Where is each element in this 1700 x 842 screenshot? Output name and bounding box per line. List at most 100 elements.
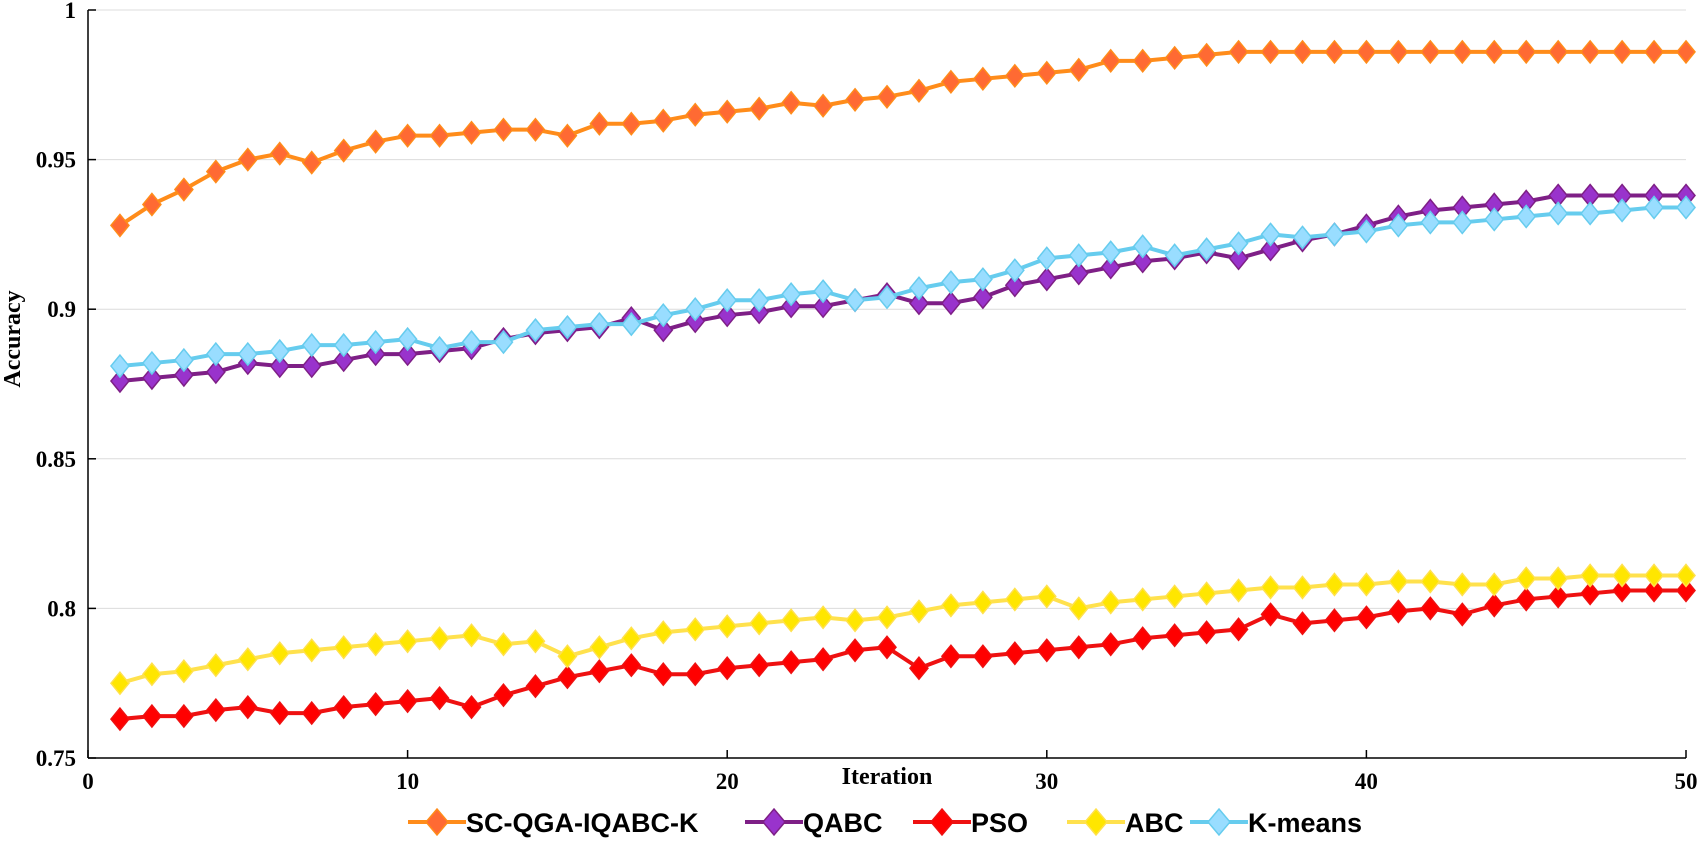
series-3-point-32 xyxy=(1132,587,1153,612)
y-axis-label: Accuracy xyxy=(0,290,26,387)
series-2-point-13 xyxy=(525,674,546,699)
series-1-point-28 xyxy=(1004,273,1025,298)
series-4-point-31 xyxy=(1100,240,1121,265)
series-0-point-27 xyxy=(972,66,993,92)
series-2-point-12 xyxy=(493,682,514,708)
series-3-point-0 xyxy=(109,671,130,696)
series-2-point-15 xyxy=(589,659,610,684)
legend: SC-QGA-IQABC-K QABC PSO ABC K-means xyxy=(408,807,1362,838)
series-0-point-6 xyxy=(301,150,322,175)
series-3-point-37 xyxy=(1292,575,1313,600)
series-0-point-39 xyxy=(1356,39,1377,65)
series-0-point-3 xyxy=(205,159,226,184)
series-2-point-5 xyxy=(269,700,290,726)
x-tick-label-3: 30 xyxy=(1035,769,1058,794)
series-3-point-46 xyxy=(1580,563,1601,588)
series-0-point-49 xyxy=(1676,39,1696,65)
series-0-point-31 xyxy=(1100,48,1121,74)
series-1-point-6 xyxy=(301,353,322,379)
series-4-point-38 xyxy=(1324,222,1345,247)
series-3-point-47 xyxy=(1612,563,1633,588)
series-4-point-46 xyxy=(1580,201,1601,226)
series-4-point-2 xyxy=(173,347,194,373)
series-1-point-5 xyxy=(269,353,290,379)
series-4-point-48 xyxy=(1644,195,1665,220)
series-2-point-48 xyxy=(1644,578,1665,603)
series-0-point-12 xyxy=(493,117,514,142)
series-1-point-9 xyxy=(397,341,418,367)
series-3-point-4 xyxy=(237,647,258,672)
series-line-0 xyxy=(118,49,1686,228)
series-1-point-35 xyxy=(1228,246,1249,271)
series-0-point-25 xyxy=(908,78,929,103)
series-1-point-7 xyxy=(333,347,354,373)
series-2-point-41 xyxy=(1420,596,1441,621)
series-4-point-26 xyxy=(940,270,961,295)
series-3-point-44 xyxy=(1516,566,1537,591)
series-2-point-17 xyxy=(653,662,674,687)
series-2-point-29 xyxy=(1036,638,1057,663)
legend-entry-2: PSO xyxy=(913,807,1028,838)
series-2-point-9 xyxy=(397,688,418,714)
series-4-point-43 xyxy=(1484,207,1505,232)
series-2-point-40 xyxy=(1388,599,1409,624)
series-3-point-34 xyxy=(1196,581,1217,606)
series-1-point-36 xyxy=(1260,237,1281,262)
series-4-point-23 xyxy=(845,288,866,313)
series-3-point-43 xyxy=(1484,572,1505,597)
series-4-point-8 xyxy=(365,329,386,355)
series-3-point-27 xyxy=(972,590,993,615)
series-4-point-5 xyxy=(269,338,290,364)
y-tick-label-5: 1 xyxy=(65,0,77,23)
series-3-point-15 xyxy=(589,635,610,660)
series-4-point-20 xyxy=(749,288,770,313)
series-2-point-21 xyxy=(781,650,802,675)
series-4-point-47 xyxy=(1612,198,1633,223)
legend-marker-1 xyxy=(762,807,786,837)
series-4-point-41 xyxy=(1420,210,1441,235)
series-0-point-2 xyxy=(173,177,194,202)
x-axis-label: Iteration xyxy=(842,764,933,790)
series-3-point-26 xyxy=(940,593,961,618)
series-2-point-10 xyxy=(429,685,450,711)
series-0-point-19 xyxy=(717,99,738,124)
series-2-point-1 xyxy=(141,703,162,729)
series-3-point-8 xyxy=(365,632,386,657)
series-4-point-39 xyxy=(1356,219,1377,244)
series-3-point-6 xyxy=(301,638,322,663)
series-0-point-20 xyxy=(749,96,770,121)
axes xyxy=(87,9,1687,759)
series-4-point-24 xyxy=(877,285,897,310)
series-3-point-21 xyxy=(781,608,802,633)
series-3 xyxy=(109,563,1696,696)
series-0-point-18 xyxy=(685,102,706,127)
series-4-point-45 xyxy=(1548,201,1569,226)
series-line-4 xyxy=(119,205,1686,369)
series-1 xyxy=(109,183,1696,394)
series-1-point-19 xyxy=(717,302,738,328)
series-3-point-1 xyxy=(141,662,162,687)
series-3-point-35 xyxy=(1228,578,1249,603)
y-tick-label-4: 0.95 xyxy=(36,148,76,173)
series-2-point-43 xyxy=(1484,593,1505,618)
series-0-point-7 xyxy=(333,138,354,163)
series-3-point-16 xyxy=(621,626,642,651)
series-0-point-36 xyxy=(1260,39,1281,65)
series-3-point-9 xyxy=(397,629,418,654)
series-2-point-30 xyxy=(1068,635,1089,660)
series-3-point-12 xyxy=(493,632,514,657)
series-3-point-36 xyxy=(1260,575,1281,600)
series-2-point-38 xyxy=(1324,608,1345,633)
series-2-point-0 xyxy=(109,706,130,732)
series-3-point-19 xyxy=(717,614,738,639)
series-2-point-49 xyxy=(1676,578,1696,603)
series-2-point-4 xyxy=(237,694,258,720)
series-1-point-27 xyxy=(972,285,993,310)
series-4-point-32 xyxy=(1132,234,1153,259)
series-0-point-32 xyxy=(1132,48,1153,74)
series-0-point-14 xyxy=(557,123,578,148)
series-0-point-17 xyxy=(653,108,674,133)
series-0-point-10 xyxy=(429,123,450,148)
series-4-point-27 xyxy=(972,267,993,292)
series-2-point-28 xyxy=(1004,641,1025,666)
